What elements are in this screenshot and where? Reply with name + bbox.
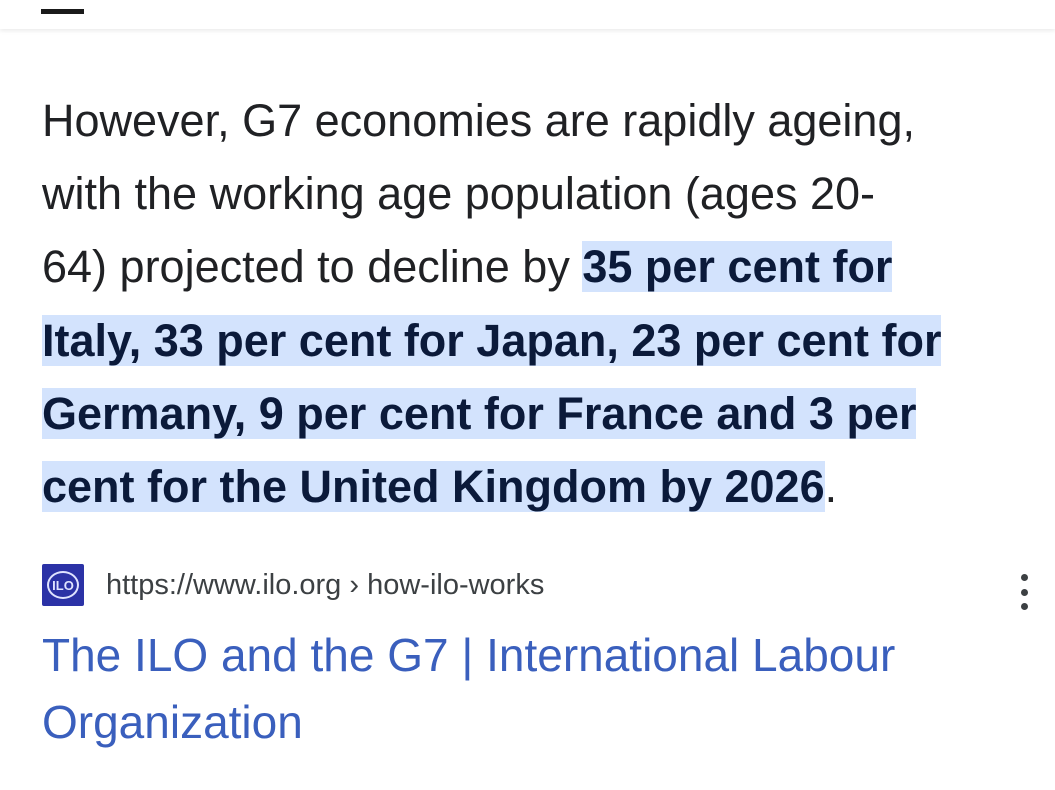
highlighted-text: Italy, 33 per cent for Japan, 23 per cen… [42, 314, 942, 366]
snippet-line: 64) projected to decline by 35 per cent … [42, 230, 1052, 303]
snippet-text: with the working age population (ages 20… [42, 168, 876, 220]
highlighted-text: Germany, 9 per cent for France and 3 per [42, 387, 917, 439]
favicon-text: ILO [47, 571, 79, 599]
featured-snippet-text: However, G7 economies are rapidly ageing… [42, 84, 1052, 523]
ilo-logo-icon: ILO [42, 564, 84, 606]
title-line[interactable]: Organization [42, 696, 303, 748]
snippet-line: However, G7 economies are rapidly ageing… [42, 84, 1052, 157]
title-line[interactable]: The ILO and the G7 | International Labou… [42, 629, 896, 681]
snippet-text: . [824, 460, 838, 512]
highlighted-text: 35 per cent for [582, 241, 893, 293]
snippet-text: However, G7 economies are rapidly ageing… [42, 95, 915, 146]
snippet-line: Germany, 9 per cent for France and 3 per [42, 377, 1052, 450]
snippet-line: with the working age population (ages 20… [42, 157, 1052, 230]
top-bar [0, 0, 1055, 29]
drag-handle[interactable] [41, 9, 84, 14]
snippet-line: cent for the United Kingdom by 2026. [42, 450, 1052, 523]
snippet-text: 64) projected to decline by [42, 241, 583, 293]
snippet-line: Italy, 33 per cent for Japan, 23 per cen… [42, 304, 1052, 377]
result-url[interactable]: https://www.ilo.org › how-ilo-works [106, 568, 545, 601]
more-vert-icon[interactable] [1014, 574, 1034, 610]
result-title-link[interactable]: The ILO and the G7 | International Labou… [42, 622, 1042, 756]
result-source[interactable]: ILO https://www.ilo.org › how-ilo-works [42, 564, 544, 606]
highlighted-text: cent for the United Kingdom by 2026 [42, 460, 825, 512]
